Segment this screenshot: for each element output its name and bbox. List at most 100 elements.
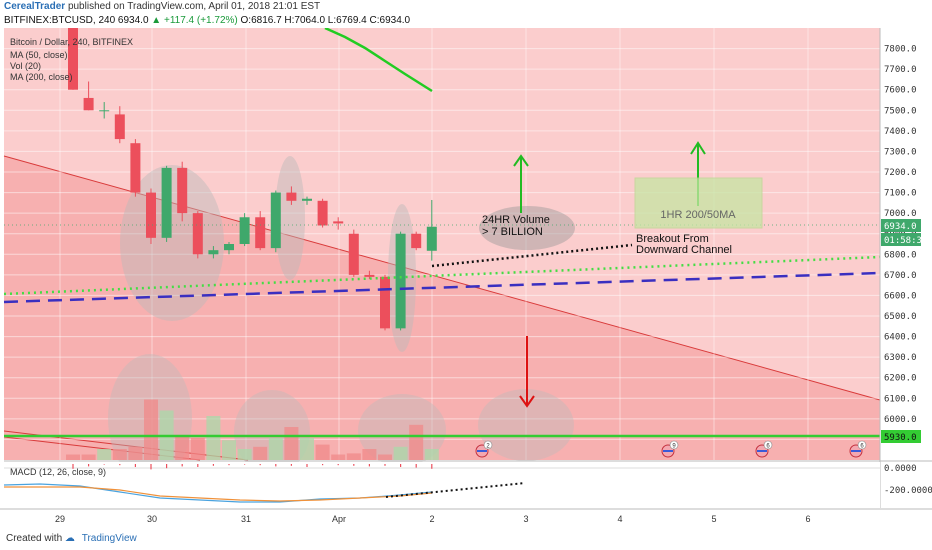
price-chart[interactable]: 1HR 200/50MA 24HR Volume > 7 BILLION Bre… — [0, 28, 932, 528]
time-tick-label: Apr — [332, 514, 346, 524]
volume-bar — [66, 454, 80, 460]
indicator-legend: Bitcoin / Dollar, 240, BITFINEX MA (50, … — [10, 37, 133, 82]
ma-cross-box — [634, 177, 763, 229]
candle-body — [224, 244, 234, 251]
support-value: 5930.0 — [884, 433, 917, 443]
price-tick-label: 6500.0 — [884, 312, 917, 322]
countdown-value: 01:58:39 — [884, 236, 927, 246]
time-axis-ticks: 29 30 31 Apr 2 3 4 5 6 — [55, 514, 811, 524]
candle-body — [192, 213, 203, 255]
legend-vol: Vol (20) — [10, 61, 41, 71]
publish-header: CerealTrader published on TradingView.co… — [0, 0, 932, 14]
volume-bar — [424, 449, 439, 460]
macd-hist-bar — [166, 464, 168, 469]
tradingview-cloud-icon: ☁ — [64, 533, 75, 544]
candle — [286, 186, 297, 205]
candle-body — [146, 192, 156, 238]
time-tick-label: 3 — [523, 514, 528, 524]
macd-panel — [4, 462, 880, 508]
footer-created: Created with — [6, 533, 63, 544]
flag-count: 9 — [672, 444, 676, 450]
candle-body — [239, 217, 250, 244]
macd-hist-bar — [197, 464, 199, 467]
legend-ma50: MA (50, close) — [10, 50, 68, 60]
price-tick-label: 6700.0 — [884, 271, 917, 281]
ellipse-candles-31 — [275, 156, 305, 280]
macd-tick-label: 0.0000 — [884, 464, 917, 474]
volume-bar — [175, 435, 190, 460]
volume-bar — [206, 416, 221, 460]
candle — [68, 28, 78, 90]
current-price-badge — [881, 219, 921, 232]
flag-count-bubble — [763, 440, 773, 450]
volume-bar — [128, 446, 143, 460]
event-flag[interactable]: 9 — [661, 440, 679, 458]
candle-body — [286, 192, 297, 201]
price-axis-ticks: 7800.0 7700.0 7600.0 7500.0 7400.0 7300.0 7200… — [884, 45, 917, 446]
time-tick-label: 6 — [805, 514, 810, 524]
macd-hist-bar — [368, 464, 370, 467]
macd-label: MACD (12, 26, close, 9) — [10, 467, 106, 477]
candle — [317, 198, 328, 228]
event-flags[interactable]: 2 9 6 6 — [475, 440, 867, 458]
breakout-trendline — [431, 243, 633, 268]
candle-body — [411, 233, 422, 249]
volume-bar — [362, 449, 377, 460]
macd-hist-bar — [134, 464, 136, 467]
price-tick-label: 7000.0 — [884, 209, 917, 219]
flag-count: 6 — [766, 444, 770, 450]
flag-count: 6 — [860, 444, 864, 450]
candle-body — [255, 217, 266, 249]
symbol-header: BITFINEX:BTCUSD, 240 6934.0 ▲ +117.4 (+1… — [0, 14, 932, 28]
volume-bar — [237, 449, 252, 460]
candle-body — [68, 28, 78, 90]
candle-body — [333, 221, 344, 224]
legend-ma200: MA (200, close) — [10, 72, 73, 82]
candle-body — [208, 250, 219, 255]
candle — [333, 217, 344, 230]
candle — [380, 274, 390, 331]
ma-dashed-line — [3, 271, 881, 304]
ohlc-values: O:6816.7 H:7064.0 L:6769.4 C:6934.0 — [240, 15, 411, 26]
macd-hist-bar — [290, 464, 292, 466]
author-link[interactable]: CerealTrader — [4, 1, 66, 12]
macd-hist-bar — [337, 464, 339, 466]
candle-body — [270, 192, 281, 249]
chart-overlay — [4, 28, 880, 460]
price-tick-label: 6800.0 — [884, 250, 917, 260]
candle — [270, 190, 281, 253]
ma-cross-label: 1HR 200/50MA — [660, 209, 736, 221]
macd-hist-bar — [150, 464, 152, 470]
macd-histogram — [72, 464, 433, 470]
candle — [426, 199, 437, 261]
volume-bar — [284, 427, 299, 460]
volume-bar — [378, 454, 392, 460]
price-tick-label: 7200.0 — [884, 168, 917, 178]
volume-bar — [346, 453, 361, 460]
volume-bar — [409, 424, 424, 460]
event-flag[interactable]: 6 — [755, 440, 773, 458]
candle — [348, 229, 359, 277]
event-flag[interactable]: 6 — [849, 440, 867, 458]
time-tick-label: 5 — [711, 514, 716, 524]
macd-hist-bar — [228, 464, 230, 466]
countdown-badge — [881, 233, 921, 246]
candle-body — [380, 276, 390, 329]
tradingview-link[interactable]: TradingView — [81, 533, 137, 544]
flag-count-bubble — [483, 440, 493, 450]
time-axis[interactable] — [0, 509, 932, 528]
macd-hist-bar — [322, 464, 324, 466]
flag-count-bubble — [669, 440, 679, 450]
downward-channel — [4, 156, 880, 460]
event-flag[interactable]: 2 — [475, 440, 493, 458]
price-tick-label: 6400.0 — [884, 333, 917, 343]
time-tick-label: 29 — [55, 514, 65, 524]
macd-trendline — [385, 482, 526, 498]
macd-hist-bar — [431, 464, 433, 469]
volume-bar — [222, 440, 236, 460]
candle — [161, 165, 172, 242]
macd-axis-ticks: 0.0000 -200.0000 — [884, 464, 932, 496]
candle — [364, 270, 375, 279]
candle — [83, 81, 94, 111]
last-price: 6934.0 — [117, 15, 149, 26]
